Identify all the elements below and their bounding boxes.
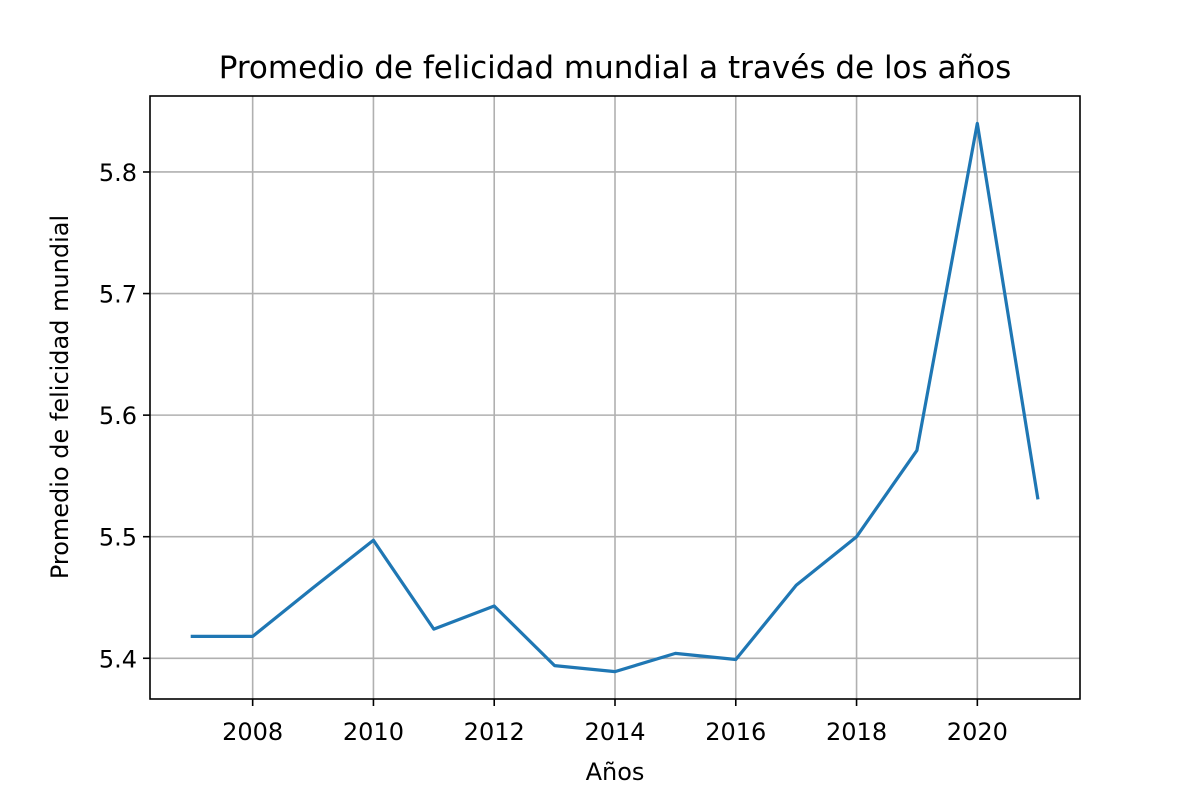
y-tick-label: 5.6 — [99, 402, 137, 430]
y-tick-label: 5.4 — [99, 645, 137, 673]
x-tick-label: 2010 — [343, 718, 404, 746]
series-line — [190, 121, 1040, 674]
x-tick-label: 2012 — [464, 718, 525, 746]
axis-ticks: 2008 2010 2012 2014 2016 2018 2020 5.4 5.5 5.6 5.7… — [99, 159, 1008, 746]
x-tick-label: 2008 — [222, 718, 283, 746]
x-tick-label: 2020 — [947, 718, 1008, 746]
x-tick-label: 2018 — [826, 718, 887, 746]
y-tick-label: 5.5 — [99, 524, 137, 552]
x-axis-label: Años — [586, 758, 645, 786]
x-tick-label: 2014 — [584, 718, 645, 746]
y-tick-label: 5.7 — [99, 281, 137, 309]
chart-title: Promedio de felicidad mundial a través d… — [219, 50, 1012, 86]
series-group — [190, 121, 1040, 674]
y-axis-label: Promedio de felicidad mundial — [46, 215, 74, 579]
y-tick-label: 5.8 — [99, 159, 137, 187]
x-tick-label: 2016 — [705, 718, 766, 746]
